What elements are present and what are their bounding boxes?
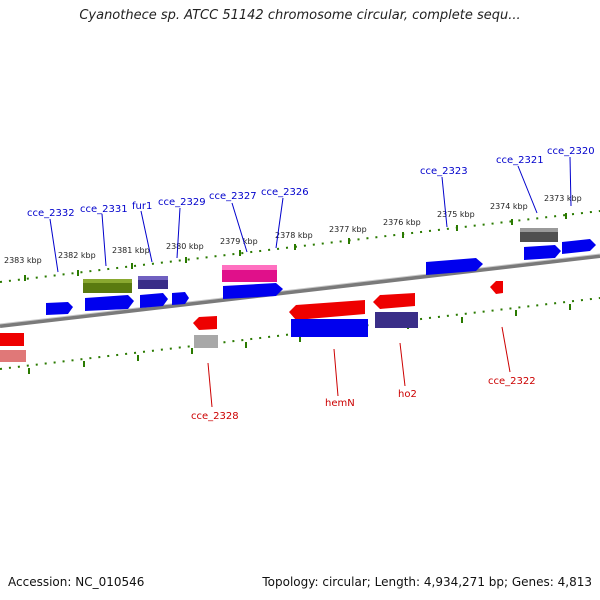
gene-label-fur1[interactable]: fur1 [132,201,152,212]
gene-label-cce_2323[interactable]: cce_2323 [420,166,468,177]
chromosome-backbone [0,254,600,328]
kbp-label: 2379 kbp [220,237,258,246]
gene-block-olive-highlight [83,279,132,283]
gene-label-cce_2329[interactable]: cce_2329 [158,197,206,208]
reverse-label-lines [207,326,511,408]
gene-block-cce_2327-highlight [222,265,277,270]
gene-label-hemN[interactable]: hemN [325,398,355,409]
gene-label-cce_2320[interactable]: cce_2320 [547,146,595,157]
gene-label-cce_2331[interactable]: cce_2331 [80,204,128,215]
gene-label-cce_2321[interactable]: cce_2321 [496,155,544,166]
kbp-label: 2374 kbp [490,202,528,211]
gene-block-ho2-purple[interactable] [375,312,418,328]
gene-arrow-ho2[interactable] [373,293,415,309]
map-title: Cyanothece sp. ATCC 51142 chromosome cir… [79,8,521,23]
reverse-genes [0,281,503,362]
gene-block-cce_2321-highlight [520,228,558,232]
gene-label-cce_2322[interactable]: cce_2322 [488,376,536,387]
kbp-label: 2378 kbp [275,231,313,240]
kbp-label: 2375 kbp [437,210,475,219]
gene-label-cce_2328[interactable]: cce_2328 [191,411,239,422]
forward-label-lines [49,156,572,273]
gene-arrow-cce_2320[interactable] [562,239,596,254]
kbp-label: 2373 kbp [544,194,582,203]
kbp-label: 2376 kbp [383,218,421,227]
kbp-label: 2381 kbp [112,246,150,255]
gene-arrow-cce_2322[interactable] [490,281,503,294]
gene-arrow-fur1[interactable] [140,293,168,308]
kbp-label: 2383 kbp [4,256,42,265]
kbp-label: 2377 kbp [329,225,367,234]
forward-genes [46,228,596,315]
gene-block-fur1-highlight [138,276,168,280]
gene-arrow-cce_2329[interactable] [172,292,189,305]
topology-text: Topology: circular; Length: 4,934,271 bp… [262,575,592,589]
kbp-label: 2380 kbp [166,242,204,251]
gene-arrow-cce_2332[interactable] [46,302,73,315]
gene-arrow-hemN[interactable] [289,300,365,320]
gene-arrow-cce_2326[interactable] [223,283,283,299]
gene-label-cce_2332[interactable]: cce_2332 [27,208,75,219]
gene-arrow-cce_2323[interactable] [426,258,483,275]
gene-block-cce_2328-grey[interactable] [194,335,218,348]
gene-arrow-cce_2331[interactable] [85,295,134,311]
gene-label-ho2[interactable]: ho2 [398,389,417,400]
gene-block-hemN-blue[interactable] [291,319,368,337]
gene-arrow-cce_2321[interactable] [524,245,561,260]
gene-block-left-pink[interactable] [0,350,26,362]
accession-text: Accession: NC_010546 [8,575,145,589]
chromosome-backbone-highlight [0,253,600,325]
gene-arrow-cce_2328[interactable] [193,316,217,330]
outer-tick-ring [0,210,600,283]
outer-major-ticks [24,213,567,281]
gene-label-cce_2326[interactable]: cce_2326 [261,187,309,198]
gene-label-cce_2327[interactable]: cce_2327 [209,191,257,202]
kbp-label: 2382 kbp [58,251,96,260]
gene-block-left-red[interactable] [0,333,24,346]
